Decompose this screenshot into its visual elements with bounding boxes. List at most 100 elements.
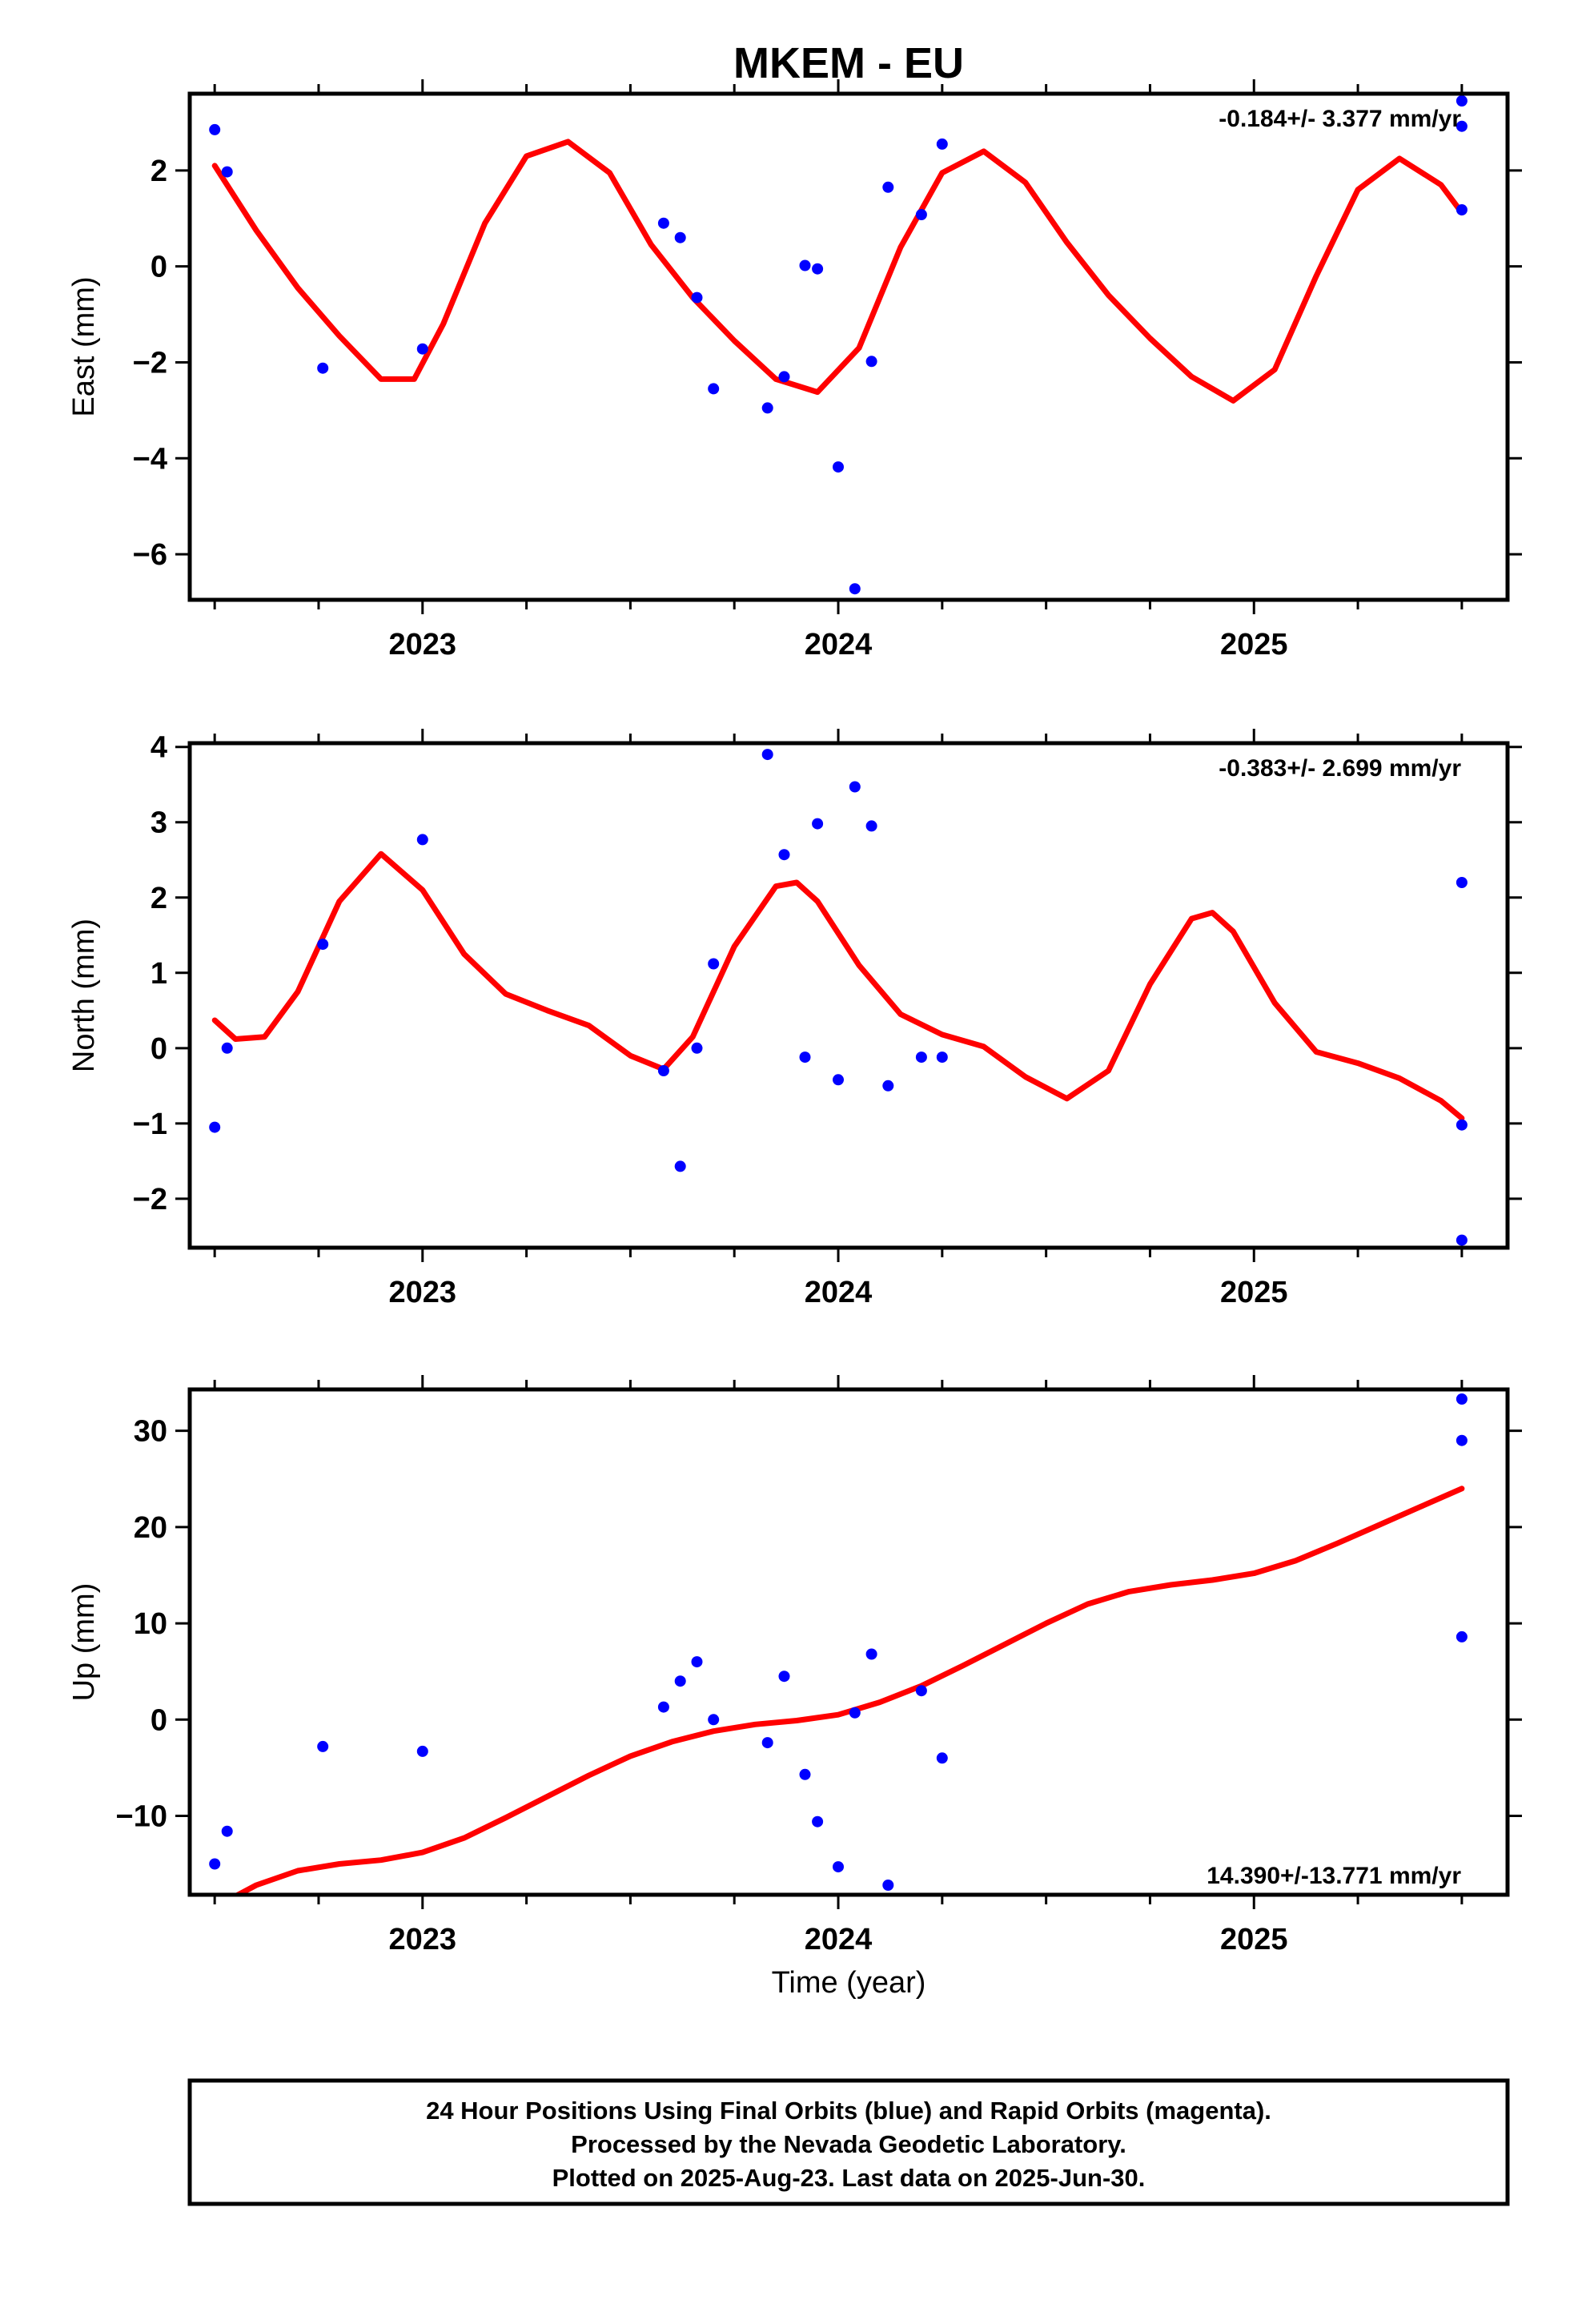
north-y-tick-label: −1	[133, 1108, 167, 1141]
up-data-point	[317, 1740, 329, 1752]
east-data-point	[1456, 95, 1468, 107]
east-data-point	[708, 383, 720, 395]
east-data-point	[317, 362, 329, 374]
north-y-tick-label: −2	[133, 1183, 167, 1216]
north-data-point	[317, 939, 329, 951]
north-data-point	[691, 1042, 703, 1054]
east-data-point	[799, 259, 811, 271]
up-data-point	[761, 1737, 773, 1749]
north-data-point	[708, 958, 720, 970]
up-data-point	[849, 1707, 861, 1719]
east-y-tick-label: −6	[133, 538, 167, 572]
panels: 2023 2024 2025 −6 −4 −2 0 2 East (mm) -0.184+/- 3…	[67, 79, 1522, 1956]
east-y-axis-label: East (mm)	[67, 276, 101, 416]
up-panel: 2023 2024 2025 −10 0 10 20 30 Up (mm) 14.390+/-13…	[67, 1375, 1522, 1956]
east-data-point	[691, 292, 703, 304]
east-data-point	[833, 461, 844, 473]
footer-frame	[187, 2078, 1510, 2206]
up-y-axis-label: Up (mm)	[67, 1583, 101, 1702]
up-data-point	[1456, 1630, 1468, 1642]
north-y-tick-label: 2	[151, 882, 167, 915]
x-axis-label: Time (year)	[772, 1966, 926, 2000]
north-rate-label: -0.383+/- 2.699 mm/yr	[1219, 755, 1461, 782]
up-y-tick-label: 30	[134, 1415, 167, 1449]
footer-line-3: Plotted on 2025-Aug-23. Last data on 202…	[552, 2164, 1146, 2192]
up-plot-area	[209, 1393, 1468, 1895]
east-frame	[187, 91, 1510, 602]
north-data-point	[761, 749, 773, 761]
north-ticks: 2023 2024 2025 −2 −1 0 1 2 3 4	[133, 729, 1522, 1309]
footer-line-1: 24 Hour Positions Using Final Orbits (bl…	[426, 2097, 1271, 2125]
east-y-tick-label: −4	[133, 442, 167, 476]
east-plot-area	[209, 95, 1468, 595]
north-data-point	[657, 1065, 669, 1076]
up-y-tick-label: 0	[151, 1703, 167, 1737]
east-data-point	[1456, 120, 1468, 132]
north-y-tick-label: 1	[151, 957, 167, 991]
north-data-point	[882, 1080, 894, 1092]
up-y-tick-label: 20	[134, 1511, 167, 1545]
up-data-point	[221, 1825, 233, 1837]
up-data-point	[708, 1714, 720, 1726]
east-y-tick-label: 0	[151, 251, 167, 284]
north-data-point	[1456, 1119, 1468, 1131]
east-y-tick-label: −2	[133, 346, 167, 380]
up-data-point	[865, 1648, 877, 1660]
north-data-point	[915, 1051, 927, 1063]
up-data-point	[799, 1768, 811, 1780]
east-data-point	[674, 231, 686, 243]
up-data-point	[691, 1656, 703, 1668]
east-data-point	[882, 181, 894, 193]
north-x-tick-label: 2023	[389, 1276, 457, 1309]
up-x-tick-label: 2023	[389, 1923, 457, 1956]
up-frame	[187, 1387, 1510, 1897]
north-data-point	[416, 834, 428, 846]
east-data-point	[657, 217, 669, 229]
up-data-point	[882, 1880, 894, 1891]
east-data-point	[221, 166, 233, 178]
east-x-tick-label: 2023	[389, 628, 457, 661]
east-data-point	[812, 263, 824, 275]
north-data-point	[221, 1042, 233, 1054]
up-x-tick-label: 2025	[1220, 1923, 1288, 1956]
east-panel: 2023 2024 2025 −6 −4 −2 0 2 East (mm) -0.184+/- 3…	[67, 79, 1522, 661]
up-data-point	[915, 1685, 927, 1697]
north-data-point	[833, 1074, 844, 1086]
up-ticks: 2023 2024 2025 −10 0 10 20 30	[116, 1375, 1522, 1956]
north-data-point	[799, 1051, 811, 1063]
north-data-point	[865, 820, 877, 832]
figure-title: MKEM - EU	[733, 39, 964, 87]
east-model-curve	[211, 139, 1465, 404]
east-data-point	[416, 343, 428, 355]
up-data-point	[674, 1675, 686, 1687]
north-data-point	[1456, 877, 1468, 888]
up-data-point	[1456, 1393, 1468, 1405]
north-data-point	[778, 849, 790, 861]
north-model-curve	[211, 850, 1465, 1121]
up-data-point	[833, 1861, 844, 1873]
up-data-point	[812, 1815, 824, 1827]
up-data-point	[416, 1745, 428, 1757]
east-data-point	[209, 123, 221, 135]
east-x-tick-label: 2024	[805, 628, 873, 661]
east-rate-label: -0.184+/- 3.377 mm/yr	[1219, 106, 1461, 132]
up-rate-label: 14.390+/-13.771 mm/yr	[1207, 1863, 1461, 1889]
north-x-tick-label: 2024	[805, 1276, 873, 1309]
footer-line-2: Processed by the Nevada Geodetic Laborat…	[571, 2130, 1126, 2158]
up-data-point	[209, 1858, 221, 1870]
east-data-point	[936, 138, 948, 150]
east-data-point	[761, 402, 773, 414]
east-data-point	[915, 209, 927, 220]
up-y-tick-label: −10	[116, 1799, 167, 1833]
up-data-point	[1456, 1434, 1468, 1446]
east-ticks: 2023 2024 2025 −6 −4 −2 0 2	[133, 79, 1522, 661]
footer-box: 24 Hour Positions Using Final Orbits (bl…	[187, 2078, 1510, 2206]
north-data-point	[849, 781, 861, 793]
up-data-point	[936, 1752, 948, 1764]
up-model-curve	[232, 1486, 1465, 1895]
north-data-point	[209, 1121, 221, 1133]
north-data-point	[936, 1051, 948, 1063]
up-x-tick-label: 2024	[805, 1923, 873, 1956]
north-y-tick-label: 0	[151, 1032, 167, 1066]
north-y-tick-label: 3	[151, 806, 167, 840]
